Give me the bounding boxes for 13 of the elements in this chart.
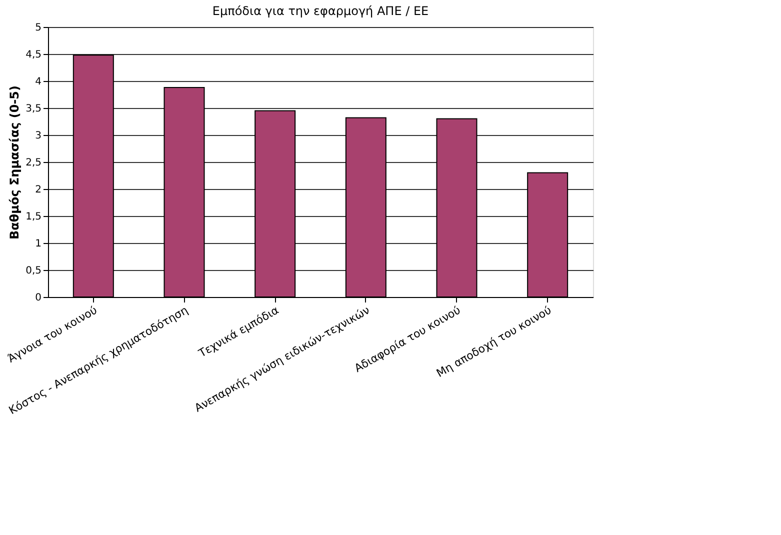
- y-tick-label: 4,5: [26, 50, 42, 60]
- y-axis-title: Βαθμός Σημασίας (0-5): [8, 85, 22, 240]
- y-tick-label: 0: [35, 292, 42, 304]
- y-tick-label: 2: [35, 184, 42, 196]
- y-tick-label: 1,5: [26, 212, 42, 222]
- chart-title: Εμπόδια για την εφαρμογή ΑΠΕ / ΕΕ: [212, 4, 429, 18]
- y-tick-label: 0,5: [26, 266, 42, 276]
- y-tick-label: 3: [35, 130, 42, 142]
- y-tick-label: 1: [35, 238, 42, 250]
- y-tick-label: 4: [35, 76, 42, 88]
- y-tick-label: 2,5: [26, 158, 42, 168]
- y-tick-label: 3,5: [26, 104, 42, 114]
- y-tick-label: 5: [35, 22, 42, 34]
